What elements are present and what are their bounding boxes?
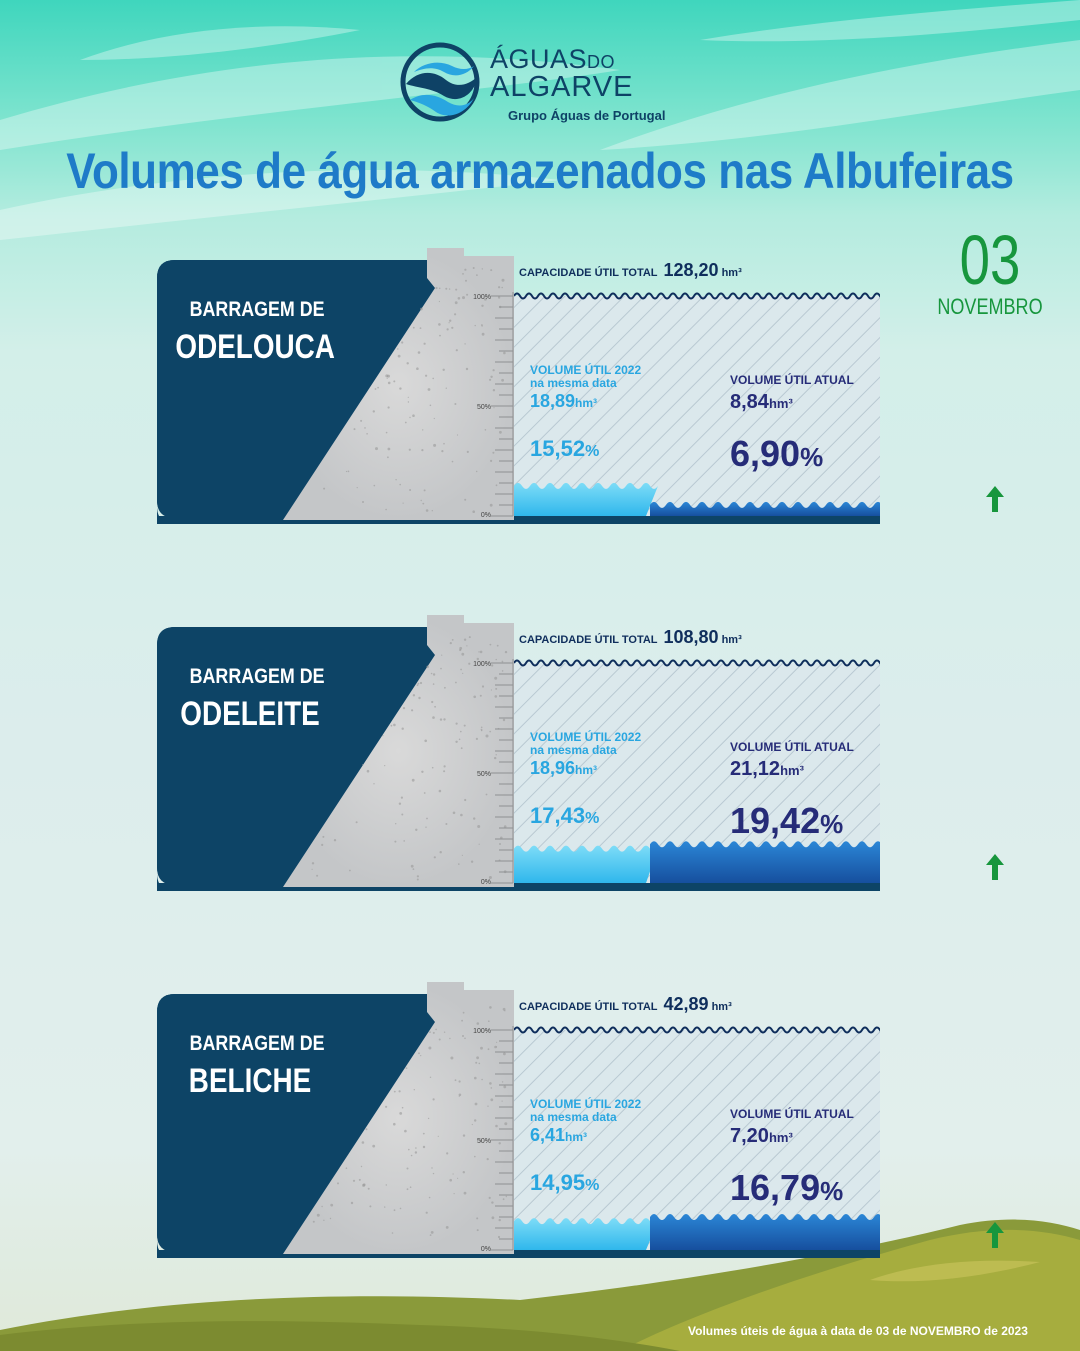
dam-name: BELICHE: [188, 1062, 312, 1100]
scale-label-100: 100%: [473, 294, 491, 301]
volume-2022-unit: hm³: [565, 1130, 588, 1144]
trend-up-arrow-icon: [986, 1222, 1004, 1248]
volume-current-value: 7,20: [730, 1125, 769, 1147]
scale-label-50: 50%: [477, 771, 491, 778]
water-level-2022: [514, 1218, 658, 1250]
capacity-info: CAPACIDADE ÚTIL TOTAL 108,80 hm³: [519, 627, 742, 648]
dam-card-odeleite: 100% 50% 0% BARRAGEM DE ODELEITE CAPACIDADE Ú…: [157, 615, 880, 891]
volume-current-label: VOLUME ÚTIL ATUAL: [730, 1107, 854, 1121]
volume-current-unit: hm³: [780, 763, 804, 778]
volume-current-percent: 16,79: [730, 1167, 821, 1208]
capacity-unit: hm³: [721, 267, 742, 279]
volume-current-label: VOLUME ÚTIL ATUAL: [730, 740, 854, 754]
volume-2022-label: VOLUME ÚTIL 2022: [530, 363, 642, 377]
volume-2022-unit: hm³: [575, 763, 598, 777]
volume-current-unit: hm³: [768, 396, 793, 411]
page-title: Volumes de água armazenados nas Albufeir…: [66, 143, 1014, 199]
volume-current: VOLUME ÚTIL ATUAL 21,12hm³ 19,42%: [730, 740, 854, 841]
date-day: 03: [959, 221, 1021, 299]
scale-label-0: 0%: [481, 512, 491, 519]
full-capacity-line: [513, 659, 880, 667]
volume-2022-sublabel: na mesma data: [530, 743, 617, 757]
volume-current-value: 8,84: [730, 391, 769, 413]
scale-label-0: 0%: [481, 1246, 491, 1253]
brand-subtitle: Grupo Águas de Portugal: [508, 108, 666, 123]
trend-up-arrow-icon: [986, 854, 1004, 880]
capacity-label: CAPACIDADE ÚTIL TOTAL: [519, 634, 658, 646]
volume-2022-value: 6,41: [530, 1125, 566, 1145]
volume-current-unit: hm³: [768, 1130, 793, 1145]
volume-2022-label: VOLUME ÚTIL 2022: [530, 1097, 642, 1111]
dam-label-prefix: BARRAGEM DE: [189, 665, 325, 688]
sky-background: [0, 0, 1080, 240]
date-month: NOVEMBRO: [937, 294, 1043, 319]
scale-label-100: 100%: [473, 661, 491, 668]
volume-2022: VOLUME ÚTIL 2022 na mesma data 18,89hm³ 15,…: [530, 363, 642, 461]
scale-label-50: 50%: [477, 1138, 491, 1145]
capacity-value: 108,80: [663, 627, 719, 647]
dam-card-odelouca: 100% 50% 0% BARRAGEM DE ODELOUCA CAPACIDADE Ú…: [157, 248, 880, 524]
capacity-unit: hm³: [711, 1001, 732, 1013]
dam-name: ODELEITE: [180, 695, 320, 733]
capacity-unit: hm³: [721, 634, 742, 646]
scale-label-50: 50%: [477, 404, 491, 411]
full-capacity-line: [513, 292, 880, 300]
water-level-current: [650, 501, 880, 516]
volume-2022-percent: 15,52: [530, 436, 586, 461]
scale-label-100: 100%: [473, 1028, 491, 1035]
volume-2022-value: 18,96: [530, 758, 576, 778]
dam-card-beliche: 100% 50% 0% BARRAGEM DE BELICHE CAPACIDADE ÚT…: [157, 982, 880, 1258]
full-capacity-line: [513, 1026, 880, 1034]
brand-name-line2: ALGARVE: [490, 71, 634, 103]
capacity-value: 42,89: [663, 994, 709, 1014]
volume-2022-label: VOLUME ÚTIL 2022: [530, 730, 642, 744]
capacity-label: CAPACIDADE ÚTIL TOTAL: [519, 1001, 658, 1013]
dam-name: ODELOUCA: [175, 328, 335, 366]
brand-logo: ÁGUASDO ALGARVE Grupo Águas de Portugal: [400, 42, 710, 127]
water-level-current: [650, 841, 880, 883]
volume-current-value: 21,12: [730, 758, 781, 780]
volume-2022-percent: 17,43: [530, 803, 586, 828]
water-level-current: [650, 1214, 880, 1250]
water-wave-circle-icon: [400, 42, 480, 122]
scale-label-0: 0%: [481, 879, 491, 886]
dam-wall: [283, 982, 514, 1254]
footer-note: Volumes úteis de água à data de 03 de NO…: [688, 1324, 1028, 1338]
volume-current-percent: 6,90: [730, 433, 801, 474]
dam-label-prefix: BARRAGEM DE: [189, 298, 325, 321]
volume-2022-sublabel: na mesma data: [530, 376, 617, 390]
volume-current: VOLUME ÚTIL ATUAL 7,20hm³ 16,79%: [730, 1107, 854, 1208]
capacity-info: CAPACIDADE ÚTIL TOTAL 42,89 hm³: [519, 994, 732, 1015]
volume-current-percent: 19,42: [730, 800, 821, 841]
volume-2022-unit: hm³: [575, 396, 598, 410]
capacity-info: CAPACIDADE ÚTIL TOTAL 128,20 hm³: [519, 260, 742, 281]
volume-2022: VOLUME ÚTIL 2022 na mesma data 6,41hm³ 14,9…: [530, 1097, 642, 1195]
dam-label-prefix: BARRAGEM DE: [189, 1032, 325, 1055]
capacity-label: CAPACIDADE ÚTIL TOTAL: [519, 267, 658, 279]
water-level-2022: [514, 845, 658, 883]
reservoir-capacity-area: [514, 1030, 880, 1250]
volume-2022-value: 18,89: [530, 391, 576, 411]
volume-current: VOLUME ÚTIL ATUAL 8,84hm³ 6,90%: [730, 373, 854, 474]
volume-2022-percent: 14,95: [530, 1170, 586, 1195]
dam-wall: [283, 248, 514, 520]
volume-2022-sublabel: na mesma data: [530, 1110, 617, 1124]
trend-up-arrow-icon: [986, 486, 1004, 512]
brand-name-line1: ÁGUASDO: [490, 44, 616, 74]
volume-2022: VOLUME ÚTIL 2022 na mesma data 18,96hm³ 17,…: [530, 730, 642, 828]
capacity-value: 128,20: [663, 260, 719, 280]
water-level-2022: [514, 482, 658, 516]
volume-current-label: VOLUME ÚTIL ATUAL: [730, 373, 854, 387]
reservoir-capacity-area: [514, 296, 880, 516]
